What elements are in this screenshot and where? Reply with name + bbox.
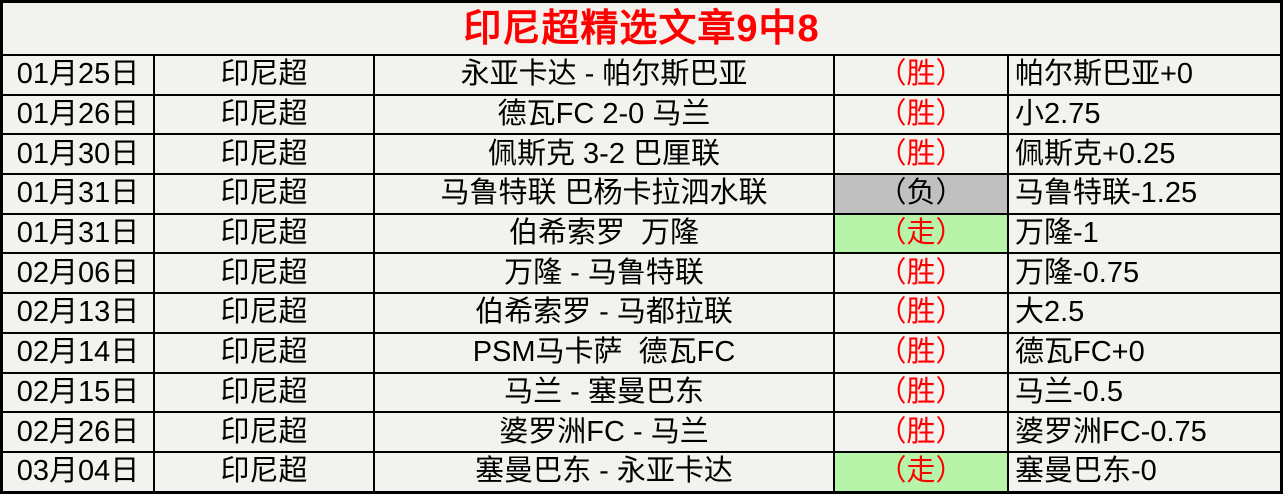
table-row: 01月25日 印尼超 永亚卡达 - 帕尔斯巴亚 （胜） 帕尔斯巴亚+0 xyxy=(3,54,1280,94)
table-row: 01月31日 印尼超 马鲁特联 巴杨卡拉泗水联 （负） 马鲁特联-1.25 xyxy=(3,173,1280,213)
pick-cell: 德瓦FC+0 xyxy=(1015,336,1145,369)
league-cell: 印尼超 xyxy=(155,294,375,332)
match-cell: 永亚卡达 - 帕尔斯巴亚 xyxy=(375,56,835,94)
table-row: 02月15日 印尼超 马兰 - 塞曼巴东 （胜） 马兰-0.5 xyxy=(3,371,1280,412)
title-row: 印尼超精选文章9中8 xyxy=(3,3,1280,54)
date-cell: 03月04日 xyxy=(3,452,155,491)
match-cell: 马兰 - 塞曼巴东 xyxy=(375,373,835,412)
match-cell: 德瓦FC 2-0 马兰 xyxy=(375,95,835,134)
date-cell: 01月30日 xyxy=(3,135,155,174)
table-row: 02月06日 印尼超 万隆 - 马鲁特联 （胜） 万隆-0.75 xyxy=(3,252,1280,293)
pick-cell: 大2.5 xyxy=(1015,296,1085,329)
pick-cell: 马鲁特联-1.25 xyxy=(1015,177,1198,210)
match-cell: 佩斯克 3-2 巴厘联 xyxy=(375,135,835,174)
result-cell: （胜） xyxy=(835,95,1009,134)
pick-cell: 小2.75 xyxy=(1015,98,1101,131)
date-cell: 02月13日 xyxy=(3,294,155,332)
league-cell: 印尼超 xyxy=(155,373,375,412)
table-row: 01月30日 印尼超 佩斯克 3-2 巴厘联 （胜） 佩斯克+0.25 xyxy=(3,133,1280,174)
table-row: 01月26日 印尼超 德瓦FC 2-0 马兰 （胜） 小2.75 xyxy=(3,93,1280,134)
date-cell: 02月14日 xyxy=(3,333,155,372)
result-cell: （胜） xyxy=(835,294,1009,332)
result-cell: （胜） xyxy=(835,333,1009,372)
date-cell: 02月26日 xyxy=(3,413,155,451)
match-cell: 万隆 - 马鲁特联 xyxy=(375,254,835,293)
pick-cell: 马兰-0.5 xyxy=(1015,375,1123,408)
pick-cell: 帕尔斯巴亚+0 xyxy=(1015,58,1194,91)
table-row: 02月14日 印尼超 PSM马卡萨 德瓦FC （胜） 德瓦FC+0 xyxy=(3,331,1280,372)
result-cell: （胜） xyxy=(835,56,1009,94)
result-cell: （走） xyxy=(835,452,1009,491)
pick-cell: 婆罗洲FC-0.75 xyxy=(1015,415,1207,448)
pick-cell: 塞曼巴东-0 xyxy=(1015,455,1157,488)
result-cell: （胜） xyxy=(835,254,1009,293)
league-cell: 印尼超 xyxy=(155,254,375,293)
match-cell: 伯希索罗 万隆 xyxy=(375,214,835,253)
pick-cell: 万隆-1 xyxy=(1015,217,1099,250)
result-cell: （胜） xyxy=(835,373,1009,412)
league-cell: 印尼超 xyxy=(155,56,375,94)
date-cell: 01月25日 xyxy=(3,56,155,94)
league-cell: 印尼超 xyxy=(155,452,375,491)
date-cell: 01月31日 xyxy=(3,214,155,253)
result-cell: （走） xyxy=(835,214,1009,253)
date-cell: 02月15日 xyxy=(3,373,155,412)
match-cell: 婆罗洲FC - 马兰 xyxy=(375,413,835,451)
table-row: 03月04日 印尼超 塞曼巴东 - 永亚卡达 （走） 塞曼巴东-0 xyxy=(3,450,1280,491)
table-row: 01月31日 印尼超 伯希索罗 万隆 （走） 万隆-1 xyxy=(3,212,1280,253)
table-row: 02月13日 印尼超 伯希索罗 - 马都拉联 （胜） 大2.5 xyxy=(3,292,1280,332)
match-cell: 塞曼巴东 - 永亚卡达 xyxy=(375,452,835,491)
league-cell: 印尼超 xyxy=(155,95,375,134)
date-cell: 01月26日 xyxy=(3,95,155,134)
league-cell: 印尼超 xyxy=(155,413,375,451)
match-cell: 马鲁特联 巴杨卡拉泗水联 xyxy=(375,175,835,213)
pick-cell: 佩斯克+0.25 xyxy=(1015,137,1176,170)
league-cell: 印尼超 xyxy=(155,333,375,372)
page-title: 印尼超精选文章9中8 xyxy=(463,7,820,50)
date-cell: 02月06日 xyxy=(3,254,155,293)
records-table-body: 01月25日 印尼超 永亚卡达 - 帕尔斯巴亚 （胜） 帕尔斯巴亚+0 01月2… xyxy=(3,54,1280,491)
league-cell: 印尼超 xyxy=(155,175,375,213)
result-cell: （胜） xyxy=(835,135,1009,174)
league-cell: 印尼超 xyxy=(155,135,375,174)
table-row: 02月26日 印尼超 婆罗洲FC - 马兰 （胜） 婆罗洲FC-0.75 xyxy=(3,411,1280,451)
result-cell: （负） xyxy=(835,175,1009,213)
league-cell: 印尼超 xyxy=(155,214,375,253)
result-cell: （胜） xyxy=(835,413,1009,451)
pick-cell: 万隆-0.75 xyxy=(1015,256,1140,289)
match-cell: PSM马卡萨 德瓦FC xyxy=(375,333,835,372)
match-cell: 伯希索罗 - 马都拉联 xyxy=(375,294,835,332)
date-cell: 01月31日 xyxy=(3,175,155,213)
